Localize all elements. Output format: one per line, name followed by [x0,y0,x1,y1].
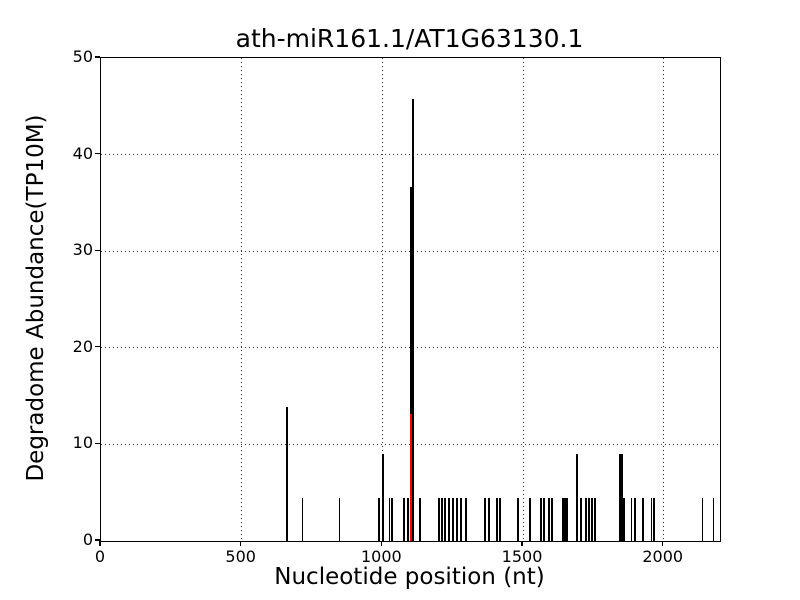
degradome-peak-line [575,454,578,541]
gridline-horizontal [101,154,720,156]
degradome-peak-line [403,497,406,541]
gridline-vertical [522,58,524,541]
degradome-peak-line [650,497,653,541]
degradome-peak-line [448,497,451,541]
degradome-peak-line [623,497,626,541]
degradome-peak-line [548,497,550,541]
y-tick [95,56,100,58]
x-tick-label: 1000 [361,547,402,566]
degradome-peak-line [499,497,501,541]
x-tick-label: 500 [225,547,256,566]
y-tick-label: 0 [82,530,93,549]
degradome-peak-line [633,497,636,541]
gridline-vertical [381,58,383,541]
degradome-peak-line [378,497,380,541]
degradome-peak-line [517,497,519,541]
degradome-peak-line [618,454,621,541]
degradome-peak-line [562,497,564,541]
degradome-peak-line [488,497,490,541]
plot-area [100,57,721,542]
x-tick [380,541,382,547]
gridline-vertical [663,58,665,541]
x-tick [99,541,101,547]
y-tick [95,249,100,251]
y-axis-label: Degradome Abundance(TP10M) [23,114,49,482]
y-tick [95,442,100,445]
degradome-peak-line [441,497,444,541]
y-tick-label: 40 [72,143,93,163]
degradome-peak-line [338,497,341,541]
degradome-peak-line [653,497,655,541]
degradome-peak-line [496,497,498,541]
degradome-peak-line [621,454,623,541]
degradome-peak-line [388,497,391,541]
y-tick [95,346,100,348]
degradome-peak-line [419,497,422,541]
degradome-peak-line [543,497,545,541]
degradome-peak-line [588,497,590,541]
degradome-peak-line [465,497,468,541]
degradome-peak-line [391,497,394,541]
degradome-peak-line [285,406,288,541]
x-tick-label: 0 [94,547,106,566]
degradome-peak-line [564,497,566,541]
degradome-peak-line [642,497,644,541]
degradome-peak-line [580,497,582,541]
x-tick [662,541,664,547]
degradome-peak-line [584,497,587,541]
degradome-peak-line [406,497,409,541]
degradome-peak-line [444,497,446,541]
degradome-peak-line [712,497,715,541]
degradome-peak-line [593,497,596,541]
x-tick [240,541,242,547]
x-tick [521,541,523,547]
degradome-peak-line [382,454,385,541]
y-tick [95,539,100,541]
degradome-peak-line [460,497,462,541]
degradome-peak-line [438,497,441,541]
x-axis-label: Nucleotide position (nt) [274,564,545,590]
degradome-peak-line [484,497,486,541]
y-tick [95,152,100,155]
degradome-peak-line [630,497,633,541]
degradome-peak-line [412,98,415,541]
x-tick-label: 2000 [642,547,684,566]
y-tick-label: 50 [72,47,93,66]
degradome-peak-line [452,497,455,541]
y-tick-label: 10 [72,433,93,453]
degradome-peak-line [301,497,304,541]
degradome-peak-line [701,497,704,541]
chart-title: ath-miR161.1/AT1G63130.1 [235,24,584,53]
cleavage-site-line [409,413,412,541]
degradome-peak-line [551,497,553,541]
degradome-peak-line [456,497,459,541]
degradome-peak-line [540,497,542,541]
x-tick-label: 1500 [501,547,543,566]
degradome-peak-line [529,497,531,541]
gridline-vertical [241,58,243,541]
y-tick-label: 20 [72,336,93,356]
degradome-peak-line [566,497,568,541]
degradome-peak-line [409,187,412,541]
degradome-peak-line [591,497,593,541]
y-tick-label: 30 [72,240,93,260]
